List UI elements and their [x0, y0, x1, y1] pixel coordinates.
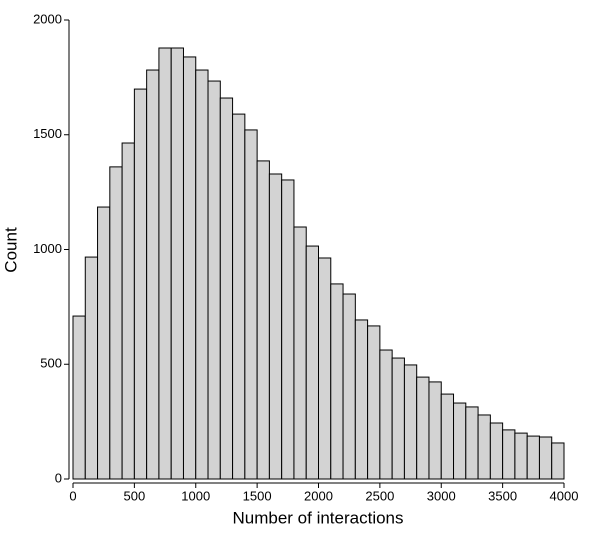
x-tick-label: 1500 [243, 488, 272, 503]
bar [379, 349, 393, 480]
bar [293, 226, 307, 480]
bar [146, 69, 160, 480]
bar [477, 414, 491, 480]
bar [330, 283, 344, 480]
y-axis-title: Count [1, 227, 20, 273]
bar [428, 381, 442, 480]
bar [232, 113, 246, 480]
bar [440, 393, 455, 480]
y-tick-label: 0 [55, 470, 62, 485]
bar [281, 179, 295, 480]
bar [109, 166, 123, 480]
bar [453, 402, 467, 480]
bar [403, 364, 418, 480]
bar [121, 142, 135, 480]
bar [502, 429, 516, 480]
y-tick-label: 2000 [33, 11, 62, 26]
bar [305, 245, 320, 480]
x-tick-label: 4000 [550, 488, 579, 503]
y-tick-label: 500 [40, 356, 62, 371]
bar [489, 422, 504, 480]
x-tick-label: 1000 [181, 488, 210, 503]
x-tick-label: 2500 [365, 488, 394, 503]
bar [342, 293, 356, 480]
y-tick-label: 1000 [33, 241, 62, 256]
bar [318, 257, 332, 480]
bar [367, 325, 381, 480]
bar [416, 376, 430, 480]
bar [219, 97, 234, 480]
bar [256, 160, 270, 480]
bar [514, 432, 528, 480]
bar [465, 406, 479, 480]
bar [170, 47, 184, 480]
bar [354, 319, 369, 480]
bar [182, 56, 197, 480]
bar [526, 435, 540, 480]
bar [195, 69, 209, 480]
bar [538, 436, 553, 480]
x-tick-label: 2000 [304, 488, 333, 503]
bar [158, 47, 172, 480]
bar [84, 256, 99, 480]
bar [97, 206, 111, 480]
bar [551, 442, 565, 480]
x-tick-label: 500 [124, 488, 146, 503]
bar [72, 315, 86, 480]
bar [268, 173, 283, 480]
x-tick-label: 3000 [427, 488, 456, 503]
y-tick-label: 1500 [33, 126, 62, 141]
x-axis-title: Number of interactions [232, 508, 403, 527]
bar [133, 88, 148, 480]
bar [207, 80, 221, 480]
x-tick-label: 0 [69, 488, 76, 503]
bar [244, 129, 258, 480]
bar [391, 357, 405, 480]
x-tick-label: 3500 [488, 488, 517, 503]
